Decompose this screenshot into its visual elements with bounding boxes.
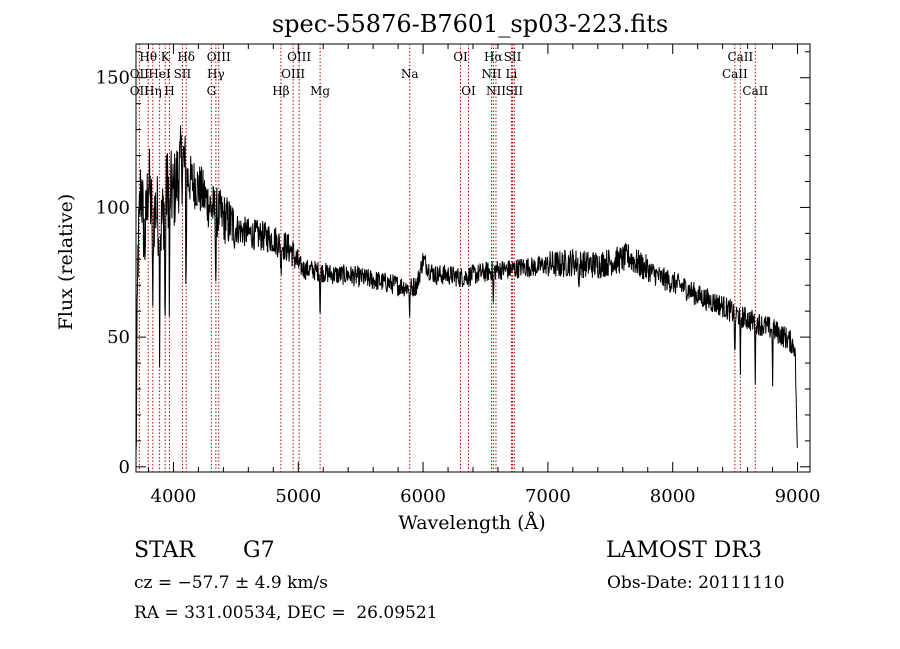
line-label: OIII (287, 50, 311, 64)
y-tick-label: 50 (107, 327, 130, 348)
y-tick-labels: 0 50 100 150 (96, 68, 130, 478)
coordinates: RA = 331.00534, DEC = 26.09521 (134, 603, 438, 623)
line-label: CaII (727, 50, 753, 64)
x-tick-label: 4000 (151, 486, 197, 507)
line-label: NII (486, 84, 506, 98)
y-tick-label: 150 (96, 68, 130, 89)
x-tick-label: 8000 (650, 486, 696, 507)
y-axis-label: Flux (relative) (55, 194, 77, 331)
line-label: Hδ (177, 50, 195, 64)
line-label: NII (481, 67, 501, 81)
line-label: CaII (722, 67, 748, 81)
line-label: Hγ (207, 67, 225, 81)
y-tick-label: 100 (96, 197, 130, 218)
line-label: Hη (144, 84, 162, 98)
line-label: OI (461, 84, 476, 98)
x-tick-labels: 4000 5000 6000 7000 8000 9000 (151, 486, 821, 507)
line-label: OII (130, 67, 150, 81)
y-tick-label: 0 (119, 457, 130, 478)
observation-date: Obs-Date: 20111110 (607, 573, 785, 593)
plot-frame (135, 43, 811, 473)
chart-title: spec-55876-B7601_sp03-223.fits (272, 10, 668, 38)
line-label: Mg (310, 84, 330, 98)
line-label: OIII (281, 67, 305, 81)
line-label: Hα (484, 50, 503, 64)
x-tick-label: 7000 (525, 486, 571, 507)
survey-name: LAMOST DR3 (606, 538, 762, 563)
line-label: SII (504, 50, 522, 64)
line-label: Hθ (139, 50, 157, 64)
object-class: STAR (134, 538, 195, 563)
line-label: Na (401, 67, 419, 81)
axis-ticks (136, 44, 810, 472)
line-label: OIII (207, 50, 231, 64)
line-label: HeI (148, 67, 171, 81)
x-axis-label: Wavelength (Å) (398, 512, 545, 534)
line-label: OII (130, 84, 150, 98)
line-label: OI (453, 50, 468, 64)
line-label: K (161, 50, 171, 64)
emission-absorption-lines (138, 44, 756, 472)
line-label: Hβ (272, 84, 289, 98)
x-tick-label: 9000 (775, 486, 821, 507)
line-label: SII (174, 67, 192, 81)
x-tick-label: 5000 (275, 486, 321, 507)
spectrum-line (135, 125, 798, 454)
x-tick-label: 6000 (400, 486, 446, 507)
line-label: CaII (742, 84, 768, 98)
line-label: SII (505, 84, 523, 98)
line-label: Li (506, 67, 518, 81)
line-label: H (164, 84, 174, 98)
object-subclass: G7 (243, 538, 275, 563)
line-label: G (207, 84, 217, 98)
redshift-velocity: cz = −57.7 ± 4.9 km/s (134, 573, 328, 593)
